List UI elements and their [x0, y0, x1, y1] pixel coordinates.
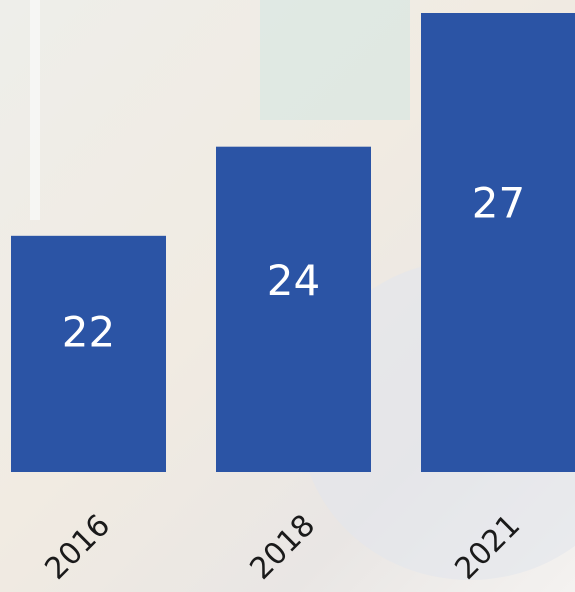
bar	[421, 13, 575, 472]
bar	[216, 146, 371, 472]
background-shape	[260, 0, 410, 120]
background-shape	[30, 0, 40, 220]
value-label: 24	[267, 256, 320, 305]
bar	[11, 235, 166, 472]
value-label: 22	[62, 308, 115, 357]
value-label: 27	[472, 178, 525, 227]
